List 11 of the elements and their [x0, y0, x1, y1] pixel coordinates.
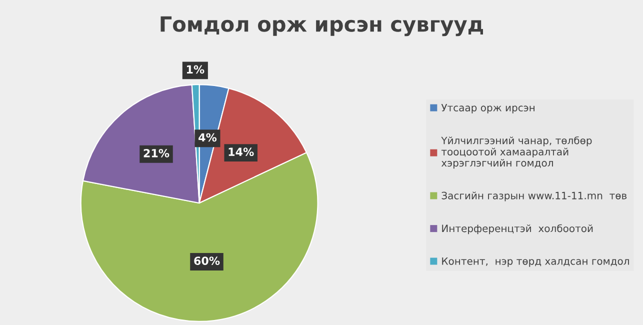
data-label: 21% — [144, 148, 170, 158]
legend-label: Засгийн газрын www.11-11.mn төв — [442, 192, 627, 202]
data-label: 1% — [186, 65, 204, 74]
legend-label: Интерференцтэй холбоотой — [442, 224, 593, 234]
data-label: 60% — [194, 256, 220, 265]
chart-title: Гомдол орж ирсэн сувгууд — [160, 16, 483, 36]
data-label: 4% — [198, 133, 217, 142]
legend-label: Үйлчилгээний чанар, төлбөр тооцоотой хамааралтай хэрэглэгчийн гомдол — [441, 136, 592, 169]
legend-label: Утсаар орж ирсэн — [441, 104, 534, 114]
legend-label: Контент, нэр төрд халдсан гомдол — [442, 257, 629, 267]
data-label: 14% — [228, 148, 254, 156]
